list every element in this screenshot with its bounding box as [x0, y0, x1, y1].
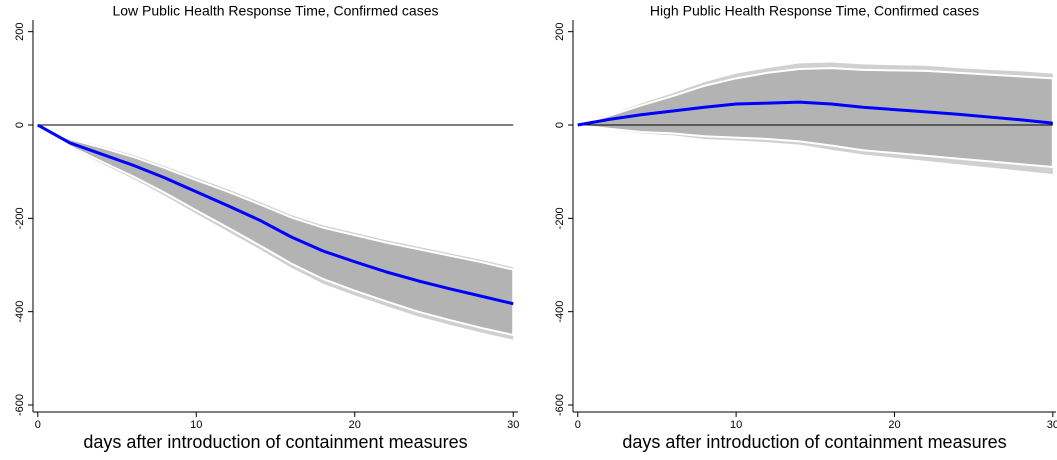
chart-title: High Public Health Response Time, Confir… [650, 3, 979, 19]
mean-line [37, 123, 514, 306]
x-tick-label: 30 [507, 419, 519, 431]
y-tick-label: -400 [14, 301, 26, 323]
y-tick-label: 200 [14, 22, 26, 40]
y-tick-label: -200 [554, 207, 566, 229]
mean-line [577, 100, 1053, 127]
x-tick-label: 30 [1047, 419, 1057, 431]
y-tick-label: 200 [554, 22, 566, 40]
x-axis-label: days after introduction of containment m… [622, 432, 1006, 452]
x-tick-label: 20 [888, 419, 900, 431]
x-tick-label: 20 [349, 419, 361, 431]
y-tick-label: -600 [554, 394, 566, 416]
x-tick-label: 0 [35, 419, 41, 431]
y-tick-label: -600 [14, 394, 26, 416]
y-tick-label: -400 [554, 301, 566, 323]
x-tick-label: 10 [190, 419, 202, 431]
x-tick-label: 0 [575, 419, 581, 431]
chart-title: Low Public Health Response Time, Confirm… [112, 3, 438, 19]
x-axis-label: days after introduction of containment m… [83, 432, 467, 452]
y-tick-label: 0 [14, 122, 26, 128]
x-tick-label: 10 [730, 419, 742, 431]
y-tick-label: 0 [554, 122, 566, 128]
y-tick-label: -200 [14, 207, 26, 229]
